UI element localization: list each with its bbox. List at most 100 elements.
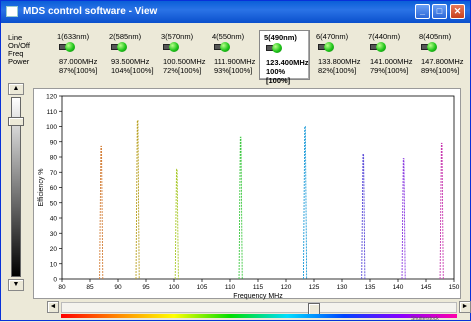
slider-right-button[interactable]: ► xyxy=(459,301,471,313)
y-tick-label: 50 xyxy=(50,200,58,207)
led-bulb-icon xyxy=(169,42,179,52)
channel-power: 82%[100%] xyxy=(318,66,357,75)
watermark: Shutterstock xyxy=(411,316,439,322)
chart-svg: 0 10 20 30 40 50 60 70 80 90 100 110 120 80 85 90 95 100 1… xyxy=(38,94,460,301)
channel-frequency: 93.500MHz xyxy=(111,57,150,66)
channel-name: 5(490nm) xyxy=(264,33,297,42)
channel-name: 4(550nm) xyxy=(212,32,245,41)
row-label-freq: Freq xyxy=(8,49,24,58)
minimize-button[interactable]: _ xyxy=(415,4,430,19)
x-tick-label: 150 xyxy=(449,284,460,291)
channel-name: 6(470nm) xyxy=(316,32,349,41)
channel-1[interactable]: 1(633nm) 87.000MHz 87%[100%] xyxy=(53,30,104,80)
y-tick-label: 120 xyxy=(46,94,57,101)
x-tick-label: 105 xyxy=(197,284,208,291)
channel-6[interactable]: 6(470nm) 133.800MHz 82%[100%] xyxy=(312,30,363,80)
slider-up-button[interactable]: ▲ xyxy=(8,83,24,95)
y-tick-label: 60 xyxy=(50,185,58,192)
row-label-onoff: On/Off xyxy=(8,41,30,50)
frequency-horizontal-slider[interactable]: ◄ ► xyxy=(47,301,471,322)
plot-frame xyxy=(61,95,455,280)
y-axis-label: Efficiency % xyxy=(38,169,45,207)
y-tick-label: 30 xyxy=(50,231,58,238)
led-bulb-icon xyxy=(324,42,334,52)
slider-h-track[interactable] xyxy=(61,302,457,317)
peak-line xyxy=(302,126,308,280)
slider-left-button[interactable]: ◄ xyxy=(47,301,59,313)
row-label-power: Power xyxy=(8,57,30,66)
channel-frequency: 100.500MHz xyxy=(163,57,206,66)
channel-power: 87%[100%] xyxy=(59,66,98,75)
x-tick-label: 85 xyxy=(86,284,94,291)
efficiency-chart: 0 10 20 30 40 50 60 70 80 90 100 110 120 80 85 90 95 100 1… xyxy=(33,88,461,301)
channel-power: 79%[100%] xyxy=(370,66,409,75)
slider-down-button[interactable]: ▼ xyxy=(8,279,24,291)
channel-7[interactable]: 7(440nm) 141.000MHz 79%[100%] xyxy=(364,30,415,80)
x-tick-label: 145 xyxy=(421,284,432,291)
row-labels: Line On/Off Freq Power xyxy=(8,34,30,66)
power-led-icon[interactable] xyxy=(266,43,283,53)
peak-line xyxy=(238,136,243,280)
peak-line xyxy=(135,119,140,280)
slider-track[interactable] xyxy=(11,97,21,277)
wavelength-spectrum-bar xyxy=(61,314,457,318)
channel-3[interactable]: 3(570nm) 100.500MHz 72%[100%] xyxy=(157,30,208,80)
slider-thumb[interactable] xyxy=(8,117,24,126)
channel-name: 7(440nm) xyxy=(368,32,401,41)
x-tick-label: 115 xyxy=(253,284,264,291)
x-tick-label: 95 xyxy=(142,284,150,291)
title-bar: MDS control software - View _ □ ✕ xyxy=(1,1,470,23)
peak-line xyxy=(439,142,444,280)
power-led-icon[interactable] xyxy=(214,42,231,52)
power-led-icon[interactable] xyxy=(163,42,180,52)
channel-name: 3(570nm) xyxy=(161,32,194,41)
y-tick-label: 70 xyxy=(50,170,58,177)
channel-8[interactable]: 8(405nm) 147.800MHz 89%[100%] xyxy=(415,30,466,80)
channel-frequency: 111.900MHz xyxy=(214,57,256,66)
channel-2[interactable]: 2(585nm) 93.500MHz 104%[100%] xyxy=(105,30,156,80)
channel-name: 8(405nm) xyxy=(419,32,452,41)
window-title: MDS control software - View xyxy=(23,6,158,17)
power-led-icon[interactable] xyxy=(111,42,128,52)
y-tick-label: 110 xyxy=(47,109,58,116)
channel-name: 1(633nm) xyxy=(57,32,90,41)
channel-frequency: 87.000MHz xyxy=(59,57,98,66)
maximize-button[interactable]: □ xyxy=(432,4,447,19)
x-tick-label: 110 xyxy=(225,284,236,291)
channel-frequency: 123.400MHz xyxy=(266,58,309,67)
led-bulb-icon xyxy=(117,42,127,52)
channel-power: 89%[100%] xyxy=(421,66,460,75)
power-led-icon[interactable] xyxy=(59,42,76,52)
led-bulb-icon xyxy=(376,42,386,52)
channel-frequency: 133.800MHz xyxy=(318,57,361,66)
x-tick-label: 125 xyxy=(309,284,320,291)
power-vertical-slider[interactable]: ▲ ▼ xyxy=(7,83,25,291)
x-tick-label: 100 xyxy=(169,284,180,291)
channel-power: 100%[100%] xyxy=(266,67,291,85)
peak-line xyxy=(99,145,104,280)
x-tick-label: 130 xyxy=(337,284,348,291)
close-button[interactable]: ✕ xyxy=(450,4,465,19)
channel-4[interactable]: 4(550nm) 111.900MHz 93%[100%] xyxy=(208,30,259,80)
power-led-icon[interactable] xyxy=(318,42,335,52)
x-axis-label: Frequency MHz xyxy=(233,293,283,300)
led-bulb-icon xyxy=(272,43,282,53)
channel-frequency: 147.800MHz xyxy=(421,57,464,66)
peak-line xyxy=(174,168,179,280)
led-bulb-icon xyxy=(427,42,437,52)
y-tick-label: 10 xyxy=(50,261,58,268)
channel-name: 2(585nm) xyxy=(109,32,142,41)
y-tick-label: 80 xyxy=(50,155,58,162)
power-led-icon[interactable] xyxy=(370,42,387,52)
x-tick-label: 120 xyxy=(281,284,292,291)
power-led-icon[interactable] xyxy=(421,42,438,52)
led-bulb-icon xyxy=(65,42,75,52)
peak-line xyxy=(401,158,406,280)
y-tick-label: 20 xyxy=(50,246,58,253)
channel-power: 93%[100%] xyxy=(214,66,253,75)
row-label-line: Line xyxy=(8,33,23,42)
x-tick-label: 140 xyxy=(393,284,404,291)
channel-5[interactable]: 5(490nm) 123.400MHz 100%[100%] xyxy=(259,30,310,85)
led-bulb-icon xyxy=(220,42,230,52)
